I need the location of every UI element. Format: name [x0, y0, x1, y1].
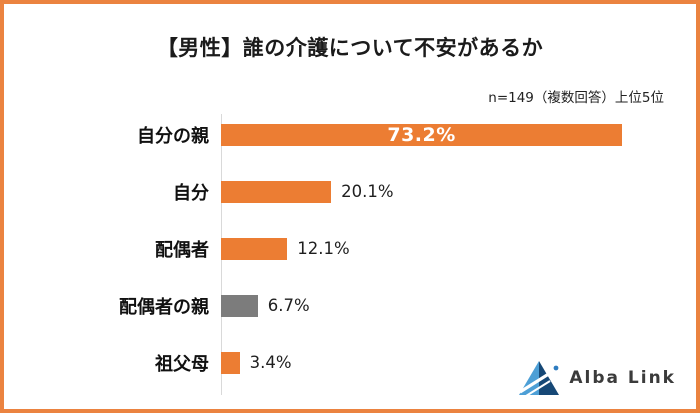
value-label: 6.7% — [267, 296, 310, 315]
bar-track: 3.4% — [221, 351, 696, 374]
bar-track: 12.1% — [221, 237, 696, 260]
bar-chart: 自分の親 73.2% 自分 20.1% 配偶者 12.1% 配偶者の親 6.7% 祖父母 3.4% — [4, 106, 696, 395]
chart-row: 配偶者 12.1% — [4, 220, 696, 277]
value-label: 3.4% — [249, 353, 292, 372]
category-label: 自分 — [173, 182, 209, 204]
category-label: 配偶者 — [155, 239, 209, 261]
bar-track: 73.2% — [221, 123, 696, 146]
alba-link-logo: Alba Link — [519, 359, 676, 397]
chart-title: 【男性】誰の介護について不安があるか — [156, 36, 544, 60]
triangle-mountain-icon — [519, 361, 560, 397]
value-label: 73.2% — [387, 123, 456, 146]
value-label: 20.1% — [341, 182, 394, 201]
chart-rows: 自分の親 73.2% 自分 20.1% 配偶者 12.1% 配偶者の親 6.7% 祖父母 3.4% — [4, 106, 696, 391]
bar-track: 20.1% — [221, 180, 696, 203]
chart-row: 配偶者の親 6.7% — [4, 277, 696, 334]
bar: 73.2% — [221, 123, 623, 146]
category-label: 配偶者の親 — [119, 296, 209, 318]
bar — [221, 294, 258, 317]
category-label: 自分の親 — [137, 125, 209, 147]
category-label: 祖父母 — [155, 353, 209, 375]
value-label: 12.1% — [297, 239, 350, 258]
chart-row: 自分 20.1% — [4, 163, 696, 220]
chart-row: 祖父母 3.4% — [4, 334, 696, 391]
sample-size-note: n=149（複数回答）上位5位 — [488, 90, 664, 106]
bar — [221, 180, 332, 203]
bar-track: 6.7% — [221, 294, 696, 317]
alba-link-logo-text: Alba Link — [569, 368, 676, 388]
bar — [221, 351, 240, 374]
chart-row: 自分の親 73.2% — [4, 106, 696, 163]
bar — [221, 237, 288, 260]
